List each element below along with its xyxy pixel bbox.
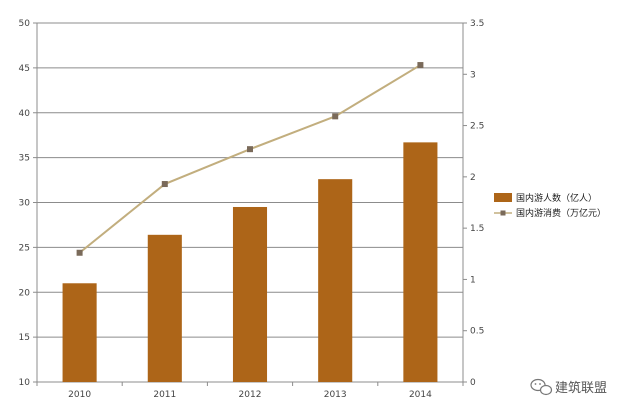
line-point	[161, 181, 168, 188]
right-tick-label: 1.5	[470, 224, 484, 234]
bar	[318, 179, 353, 382]
line-point	[76, 249, 83, 256]
legend-swatch-marker	[500, 210, 506, 216]
legend-label-line: 国内游消费（万亿元）	[516, 207, 606, 219]
left-tick-label: 30	[19, 199, 31, 209]
left-tick-label: 45	[19, 64, 30, 74]
gridlines	[37, 22, 463, 383]
line-point	[332, 113, 339, 120]
x-tick-label: 2014	[409, 390, 432, 400]
left-tick-label: 15	[19, 333, 30, 343]
left-tick-label: 40	[19, 109, 31, 119]
x-tick-label: 2010	[68, 390, 91, 400]
right-tick-label: 3.5	[470, 19, 484, 29]
left-tick-label: 10	[19, 378, 31, 388]
bar	[62, 283, 97, 382]
right-tick-label: 1	[470, 275, 476, 285]
left-tick-label: 25	[19, 243, 30, 253]
x-tick-label: 2012	[239, 390, 262, 400]
legend-label-bar: 国内游人数（亿人）	[516, 192, 597, 204]
right-tick-label: 2.5	[470, 122, 484, 132]
bar	[232, 206, 268, 382]
x-tick-label: 2011	[153, 390, 176, 400]
bar	[147, 234, 182, 382]
bar-series	[62, 142, 438, 382]
right-tick-label: 0.5	[470, 327, 484, 337]
wechat-icon	[530, 378, 553, 396]
left-tick-label: 35	[19, 154, 30, 164]
right-tick-label: 0	[470, 378, 476, 388]
right-tick-label: 2	[470, 173, 476, 183]
tick-labels: 10 15 20 25 30 35 40 45 50 0 0.5 1 1.5 2 2.5 3 3.5 2010 20…	[19, 19, 485, 400]
watermark: 建筑联盟	[530, 378, 607, 396]
line-series	[76, 62, 424, 256]
x-tick-label: 2013	[324, 390, 347, 400]
legend: 国内游人数（亿人） 国内游消费（万亿元）	[494, 192, 606, 219]
right-tick-label: 3	[470, 70, 476, 80]
watermark-text: 建筑联盟	[555, 380, 607, 396]
bar	[403, 142, 438, 382]
legend-swatch-bar	[494, 193, 512, 202]
left-tick-label: 50	[19, 19, 31, 29]
line-point	[417, 62, 424, 69]
line-point	[247, 146, 253, 153]
left-tick-label: 20	[19, 288, 31, 298]
